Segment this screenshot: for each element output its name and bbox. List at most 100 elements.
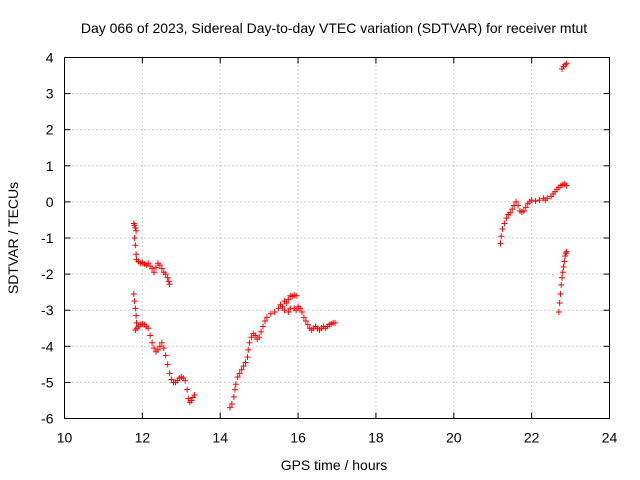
data-point xyxy=(256,334,263,341)
data-point xyxy=(562,250,569,257)
data-point xyxy=(149,265,156,272)
series-track-b xyxy=(130,290,198,406)
data-point xyxy=(522,204,529,211)
series-track-e xyxy=(555,248,570,316)
data-point xyxy=(164,274,171,281)
data-point xyxy=(302,318,309,325)
data-point xyxy=(558,281,565,288)
data-point xyxy=(499,225,506,232)
data-points xyxy=(130,60,570,411)
data-point xyxy=(158,265,165,272)
data-point xyxy=(557,290,564,297)
data-point xyxy=(283,299,290,306)
x-tick-label: 16 xyxy=(290,430,306,446)
data-point xyxy=(162,271,169,278)
data-point xyxy=(536,197,543,204)
data-point xyxy=(515,202,522,209)
y-tick-label: -3 xyxy=(41,302,54,318)
y-tick-label: -6 xyxy=(41,411,54,427)
data-point xyxy=(507,209,514,216)
data-point xyxy=(563,182,570,189)
y-axis-label: SDTVAR / TECUs xyxy=(5,182,21,294)
data-point xyxy=(133,312,140,319)
data-point xyxy=(131,222,138,229)
data-point xyxy=(300,314,307,321)
x-tick-label: 14 xyxy=(212,430,228,446)
data-point xyxy=(559,274,566,281)
data-point xyxy=(145,325,152,332)
data-point xyxy=(149,339,156,346)
data-point xyxy=(151,345,158,352)
data-point xyxy=(133,227,140,234)
data-point xyxy=(497,240,504,247)
x-tick-label: 22 xyxy=(524,430,540,446)
data-point xyxy=(230,393,237,400)
data-point xyxy=(252,332,259,339)
data-point xyxy=(271,309,278,316)
data-point xyxy=(156,262,163,269)
data-point xyxy=(131,235,138,241)
data-point xyxy=(498,233,505,240)
data-point xyxy=(563,248,570,255)
data-point xyxy=(133,319,140,326)
data-point xyxy=(232,386,239,393)
data-point xyxy=(154,346,161,353)
data-point xyxy=(133,251,140,258)
data-point xyxy=(165,278,172,285)
data-point xyxy=(513,198,520,205)
data-point xyxy=(132,242,139,249)
data-point xyxy=(293,292,300,299)
data-point xyxy=(131,298,138,305)
data-point xyxy=(293,307,300,314)
data-point xyxy=(263,314,270,321)
series-track-d xyxy=(497,180,570,247)
data-point xyxy=(191,392,198,399)
data-point xyxy=(562,253,569,260)
data-point xyxy=(544,195,551,202)
y-tick-label: 4 xyxy=(46,50,54,66)
y-tick-label: 3 xyxy=(46,86,54,102)
data-point xyxy=(244,354,251,361)
data-point xyxy=(232,381,239,388)
y-tick-label: 1 xyxy=(46,158,54,174)
data-point xyxy=(166,370,173,377)
data-point xyxy=(501,220,508,227)
data-point xyxy=(267,310,274,317)
data-point xyxy=(528,197,535,204)
y-tick-label: -5 xyxy=(41,374,54,390)
data-point xyxy=(559,269,566,276)
y-tick-label: -4 xyxy=(41,338,54,354)
data-point xyxy=(234,373,241,380)
x-tick-label: 10 xyxy=(57,430,73,446)
y-tick-label: 2 xyxy=(46,122,54,138)
series-track-a xyxy=(130,220,173,288)
data-point xyxy=(332,319,339,326)
data-point xyxy=(248,334,255,341)
data-point xyxy=(226,404,233,411)
data-point xyxy=(242,359,249,366)
data-point xyxy=(156,343,163,350)
x-tick-label: 20 xyxy=(446,430,462,446)
data-point xyxy=(285,296,292,303)
data-point xyxy=(238,366,245,373)
x-axis-label: GPS time / hours xyxy=(281,457,388,473)
data-point xyxy=(132,305,139,312)
data-point xyxy=(261,318,268,325)
data-point xyxy=(298,309,305,316)
data-point xyxy=(563,60,570,67)
data-point xyxy=(184,386,191,393)
data-point xyxy=(246,339,253,346)
data-point xyxy=(304,321,311,328)
x-tick-label: 24 xyxy=(602,430,618,446)
data-point xyxy=(503,215,510,222)
data-point xyxy=(160,345,167,352)
axis-ticks xyxy=(64,57,610,419)
data-point xyxy=(132,224,139,231)
data-point xyxy=(275,305,282,312)
data-point xyxy=(158,339,165,346)
data-point xyxy=(560,263,567,270)
data-point xyxy=(152,264,159,271)
data-point xyxy=(185,395,192,402)
